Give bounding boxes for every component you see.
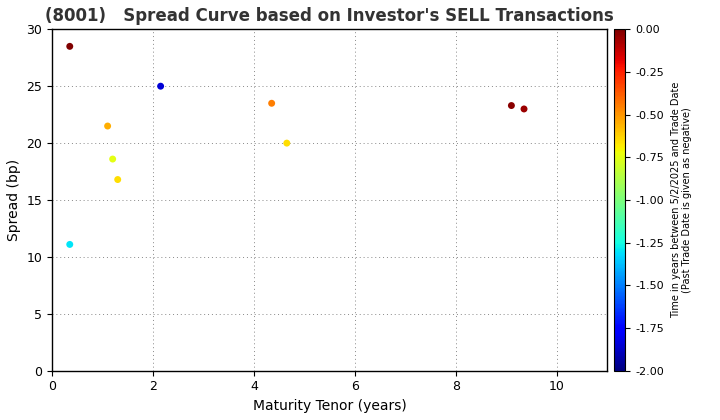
Point [505, 102, 517, 109]
Point [102, 123, 113, 129]
Point [266, 100, 277, 107]
Point [518, 105, 530, 112]
Title: (8001)   Spread Curve based on Investor's SELL Transactions: (8001) Spread Curve based on Investor's … [45, 7, 614, 25]
Point [112, 176, 123, 183]
Point [64, 43, 76, 50]
Point [155, 83, 166, 89]
Point [107, 156, 118, 163]
Point [64, 241, 76, 248]
Point [281, 140, 292, 147]
Y-axis label: Spread (bp): Spread (bp) [7, 159, 21, 241]
Y-axis label: Time in years between 5/2/2025 and Trade Date
(Past Trade Date is given as negat: Time in years between 5/2/2025 and Trade… [671, 82, 693, 318]
X-axis label: Maturity Tenor (years): Maturity Tenor (years) [253, 399, 407, 413]
